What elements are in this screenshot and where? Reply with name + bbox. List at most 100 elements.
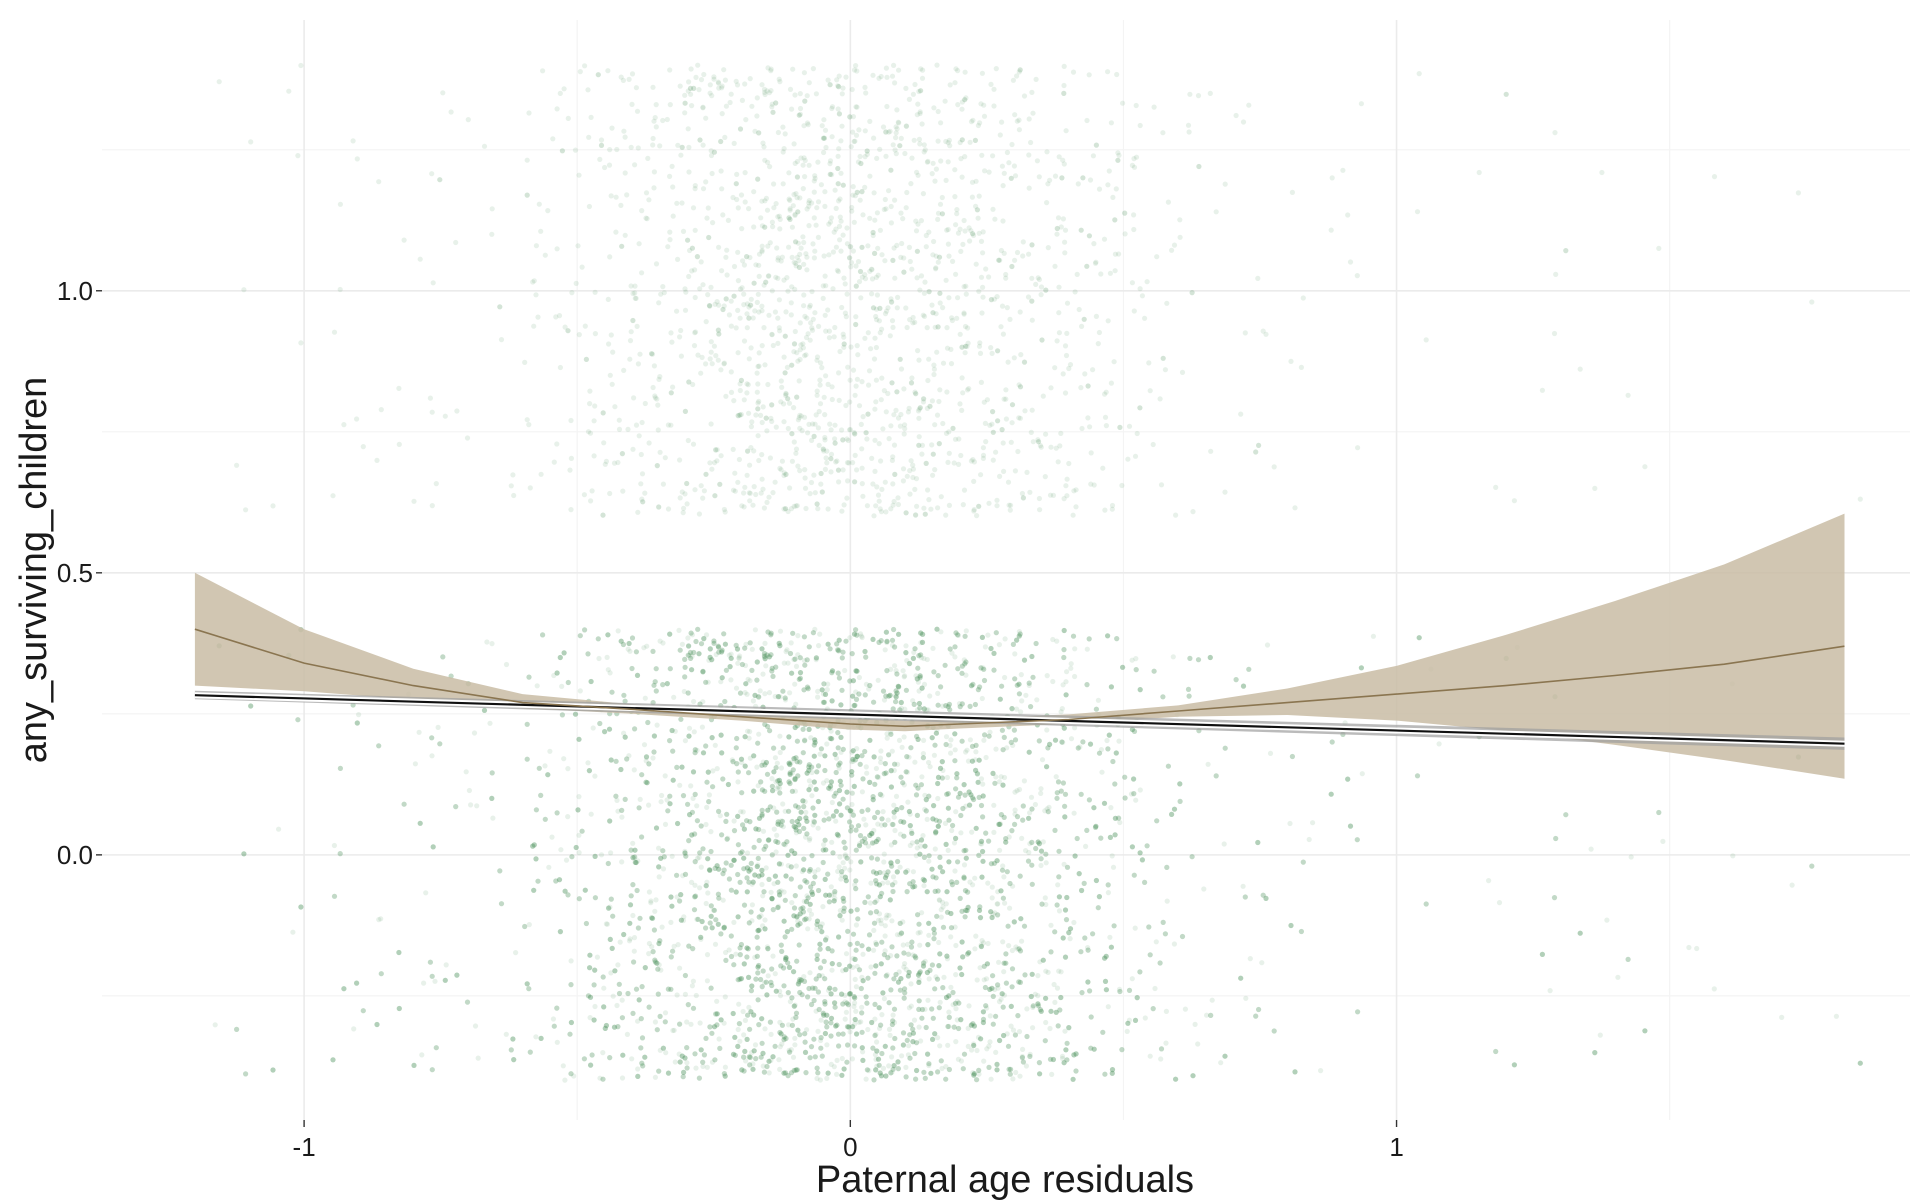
data-point xyxy=(985,632,991,638)
data-point xyxy=(712,941,719,947)
data-point xyxy=(577,688,583,694)
data-point xyxy=(824,1012,830,1018)
data-point xyxy=(542,763,548,769)
data-point xyxy=(991,802,997,808)
data-point xyxy=(435,724,441,731)
data-point xyxy=(940,767,946,774)
data-point xyxy=(918,1038,924,1044)
data-point xyxy=(916,1024,922,1030)
data-point xyxy=(707,646,713,652)
data-point xyxy=(728,651,734,657)
data-point xyxy=(778,861,784,867)
data-point xyxy=(842,1016,848,1022)
data-point xyxy=(978,776,985,782)
data-point xyxy=(781,889,787,895)
data-point xyxy=(940,869,946,875)
data-point xyxy=(976,907,983,914)
data-point xyxy=(630,855,636,861)
data-point xyxy=(921,655,927,662)
data-point xyxy=(777,1044,783,1050)
data-point xyxy=(678,892,684,898)
data-point xyxy=(356,712,362,718)
data-point xyxy=(961,657,967,663)
data-point xyxy=(823,892,829,898)
data-point xyxy=(995,889,1001,895)
data-point xyxy=(926,976,932,982)
data-point xyxy=(1108,805,1114,811)
data-point xyxy=(785,863,791,869)
data-point xyxy=(1050,678,1056,685)
data-point xyxy=(1061,725,1067,731)
data-point xyxy=(736,655,742,661)
data-point xyxy=(772,971,778,977)
data-point xyxy=(890,874,897,880)
data-point xyxy=(1053,774,1059,780)
data-point xyxy=(1027,841,1033,847)
data-point xyxy=(751,788,757,794)
data-point xyxy=(971,1042,977,1049)
data-point xyxy=(744,945,750,951)
data-point xyxy=(829,799,835,806)
data-point xyxy=(960,954,966,960)
data-point xyxy=(1171,806,1178,812)
data-point xyxy=(773,779,779,785)
data-point xyxy=(852,976,858,983)
data-point xyxy=(789,770,795,776)
data-point xyxy=(781,1070,787,1076)
data-point xyxy=(978,943,985,950)
data-point xyxy=(948,750,954,756)
data-point xyxy=(925,1051,931,1057)
data-point xyxy=(888,860,894,866)
data-point xyxy=(632,847,638,853)
data-point xyxy=(1035,973,1041,979)
data-point xyxy=(744,865,751,871)
data-point xyxy=(775,784,781,790)
data-point xyxy=(863,764,869,770)
data-point xyxy=(656,864,662,870)
data-point xyxy=(549,834,555,840)
data-point xyxy=(914,707,921,713)
data-point xyxy=(471,730,478,736)
data-point xyxy=(749,646,755,652)
data-point xyxy=(746,1004,752,1011)
data-point xyxy=(1730,853,1736,859)
data-point xyxy=(704,978,711,984)
data-point xyxy=(906,1043,912,1049)
data-point xyxy=(757,688,763,694)
data-point xyxy=(916,688,922,694)
data-point xyxy=(973,825,979,831)
data-point xyxy=(1129,844,1135,850)
data-point xyxy=(881,996,888,1002)
data-point xyxy=(430,844,436,850)
data-point xyxy=(988,645,994,652)
data-point xyxy=(735,660,741,666)
data-point xyxy=(903,1064,909,1070)
data-point xyxy=(777,892,783,898)
data-point xyxy=(1035,839,1041,845)
data-point xyxy=(989,884,995,890)
data-point xyxy=(1597,1032,1603,1038)
data-point xyxy=(550,1016,557,1022)
data-point xyxy=(824,778,830,784)
data-point xyxy=(746,735,752,741)
data-point xyxy=(1062,907,1069,913)
data-point xyxy=(938,914,944,920)
data-point xyxy=(442,977,448,983)
data-point xyxy=(619,997,625,1003)
data-point xyxy=(851,631,858,637)
data-point xyxy=(907,842,913,849)
data-point xyxy=(687,652,693,658)
data-point xyxy=(693,992,699,999)
data-point xyxy=(741,1032,747,1038)
data-point xyxy=(791,656,797,663)
data-point xyxy=(878,759,884,766)
data-point xyxy=(943,734,950,740)
data-point xyxy=(703,900,709,907)
data-point xyxy=(996,999,1003,1005)
data-point xyxy=(653,825,660,831)
data-point xyxy=(696,854,702,861)
data-point xyxy=(700,1063,706,1069)
data-point xyxy=(974,770,981,776)
data-point xyxy=(808,783,814,789)
data-point xyxy=(973,933,979,939)
